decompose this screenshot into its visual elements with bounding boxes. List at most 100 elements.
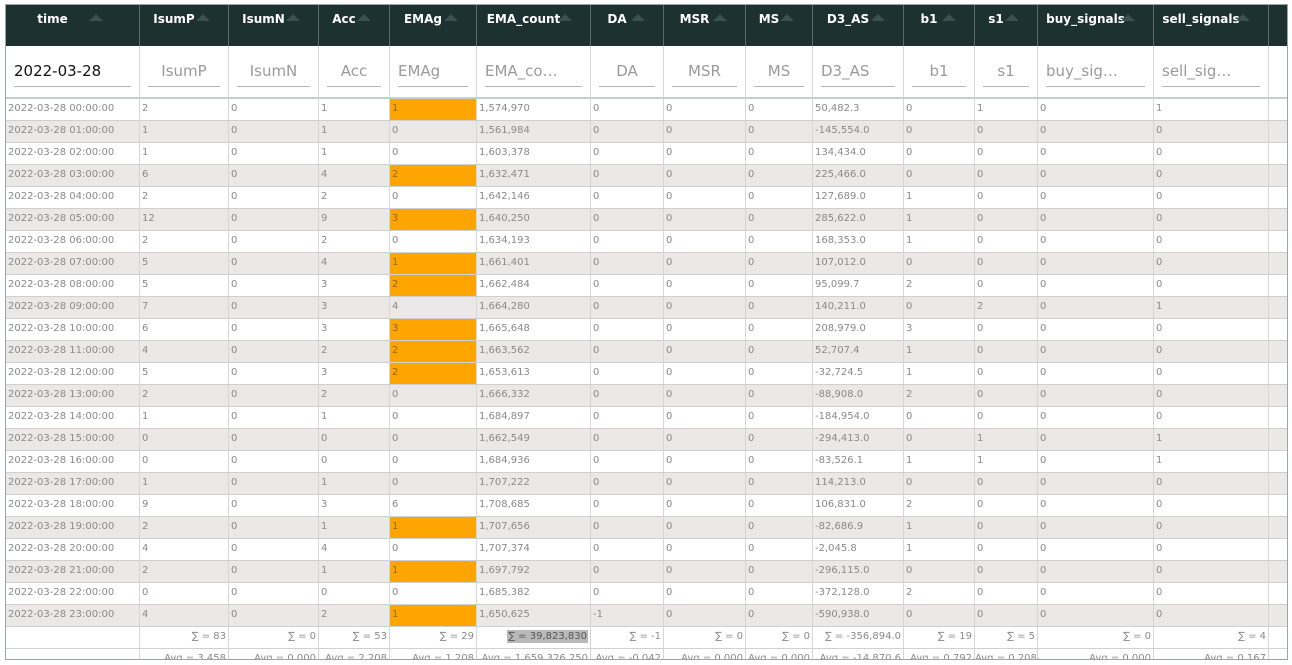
cell-MS[interactable]: 0 <box>746 231 813 252</box>
cell-Acc[interactable]: 1 <box>319 473 390 494</box>
cell-buy_signals[interactable]: 0 <box>1038 473 1154 494</box>
cell-MSR[interactable]: 0 <box>664 121 746 142</box>
cell-DA[interactable]: 0 <box>591 231 664 252</box>
cell-IsumP[interactable]: 2 <box>140 187 229 208</box>
cell-s1[interactable]: 1 <box>975 99 1038 120</box>
cell-Acc[interactable]: 3 <box>319 275 390 296</box>
cell-MSR[interactable]: 0 <box>664 187 746 208</box>
sort-arrow-icon[interactable] <box>871 14 885 21</box>
cell-sell_signals[interactable]: 1 <box>1154 99 1269 120</box>
cell-time[interactable]: 2022-03-28 08:00:00 <box>6 275 140 296</box>
cell-b1[interactable]: 1 <box>904 363 975 384</box>
cell-s1[interactable]: 0 <box>975 319 1038 340</box>
cell-IsumN[interactable]: 0 <box>229 253 319 274</box>
cell-EMAg[interactable]: 1 <box>390 561 477 582</box>
cell-buy_signals[interactable]: 0 <box>1038 451 1154 472</box>
cell-MS[interactable]: 0 <box>746 363 813 384</box>
filter-input-MSR[interactable] <box>672 56 737 87</box>
cell-EMA_count[interactable]: 1,574,970 <box>477 99 591 120</box>
cell-MSR[interactable]: 0 <box>664 517 746 538</box>
cell-EMA_count[interactable]: 1,634,193 <box>477 231 591 252</box>
cell-b1[interactable]: 0 <box>904 561 975 582</box>
cell-sell_signals[interactable]: 0 <box>1154 231 1269 252</box>
cell-EMAg[interactable]: 0 <box>390 187 477 208</box>
cell-b1[interactable]: 1 <box>904 539 975 560</box>
sort-arrow-icon[interactable] <box>196 14 210 21</box>
cell-sell_signals[interactable]: 0 <box>1154 605 1269 626</box>
cell-MSR[interactable]: 0 <box>664 473 746 494</box>
cell-time[interactable]: 2022-03-28 23:00:00 <box>6 605 140 626</box>
cell-EMA_count[interactable]: 1,707,222 <box>477 473 591 494</box>
cell-EMAg[interactable]: 0 <box>390 583 477 604</box>
cell-Acc[interactable]: 1 <box>319 99 390 120</box>
cell-D3_AS[interactable]: 285,622.0 <box>813 209 904 230</box>
cell-MSR[interactable]: 0 <box>664 319 746 340</box>
cell-buy_signals[interactable]: 0 <box>1038 275 1154 296</box>
cell-IsumP[interactable]: 2 <box>140 517 229 538</box>
cell-DA[interactable]: 0 <box>591 363 664 384</box>
cell-time[interactable]: 2022-03-28 07:00:00 <box>6 253 140 274</box>
cell-EMA_count[interactable]: 1,650,625 <box>477 605 591 626</box>
cell-EMA_count[interactable]: 1,663,562 <box>477 341 591 362</box>
cell-time[interactable]: 2022-03-28 17:00:00 <box>6 473 140 494</box>
cell-D3_AS[interactable]: 134,434.0 <box>813 143 904 164</box>
cell-sell_signals[interactable]: 0 <box>1154 253 1269 274</box>
filter-input-b1[interactable] <box>912 56 966 87</box>
cell-b1[interactable]: 1 <box>904 517 975 538</box>
cell-MSR[interactable]: 0 <box>664 231 746 252</box>
cell-EMA_count[interactable]: 1,685,382 <box>477 583 591 604</box>
cell-b1[interactable]: 0 <box>904 121 975 142</box>
cell-Acc[interactable]: 4 <box>319 253 390 274</box>
cell-D3_AS[interactable]: -590,938.0 <box>813 605 904 626</box>
filter-input-buy_signals[interactable] <box>1046 56 1145 87</box>
cell-IsumN[interactable]: 0 <box>229 539 319 560</box>
cell-Acc[interactable]: 3 <box>319 495 390 516</box>
cell-EMAg[interactable]: 0 <box>390 451 477 472</box>
column-header-b1[interactable]: b1 <box>904 5 975 46</box>
cell-MSR[interactable]: 0 <box>664 539 746 560</box>
column-header-MS[interactable]: MS <box>746 5 813 46</box>
cell-D3_AS[interactable]: -296,115.0 <box>813 561 904 582</box>
cell-D3_AS[interactable]: -32,724.5 <box>813 363 904 384</box>
cell-D3_AS[interactable]: -82,686.9 <box>813 517 904 538</box>
cell-IsumP[interactable]: 0 <box>140 583 229 604</box>
cell-EMA_count[interactable]: 1,666,332 <box>477 385 591 406</box>
cell-IsumN[interactable]: 0 <box>229 495 319 516</box>
cell-DA[interactable]: 0 <box>591 143 664 164</box>
cell-s1[interactable]: 0 <box>975 407 1038 428</box>
cell-sell_signals[interactable]: 0 <box>1154 385 1269 406</box>
cell-IsumN[interactable]: 0 <box>229 407 319 428</box>
cell-IsumP[interactable]: 0 <box>140 451 229 472</box>
sort-arrow-icon[interactable] <box>780 14 794 21</box>
cell-Acc[interactable]: 1 <box>319 561 390 582</box>
cell-time[interactable]: 2022-03-28 13:00:00 <box>6 385 140 406</box>
cell-DA[interactable]: 0 <box>591 583 664 604</box>
column-header-s1[interactable]: s1 <box>975 5 1038 46</box>
cell-MS[interactable]: 0 <box>746 297 813 318</box>
cell-IsumP[interactable]: 12 <box>140 209 229 230</box>
cell-time[interactable]: 2022-03-28 05:00:00 <box>6 209 140 230</box>
cell-MSR[interactable]: 0 <box>664 429 746 450</box>
cell-sell_signals[interactable]: 0 <box>1154 473 1269 494</box>
cell-EMA_count[interactable]: 1,665,648 <box>477 319 591 340</box>
cell-DA[interactable]: -1 <box>591 605 664 626</box>
cell-EMAg[interactable]: 0 <box>390 407 477 428</box>
cell-b1[interactable]: 2 <box>904 275 975 296</box>
cell-s1[interactable]: 0 <box>975 473 1038 494</box>
cell-MSR[interactable]: 0 <box>664 275 746 296</box>
sort-arrow-icon[interactable] <box>1005 14 1019 21</box>
column-header-buy_signals[interactable]: buy_signals <box>1038 5 1154 46</box>
cell-sell_signals[interactable]: 1 <box>1154 297 1269 318</box>
cell-buy_signals[interactable]: 0 <box>1038 429 1154 450</box>
filter-input-D3_AS[interactable] <box>821 56 895 87</box>
cell-IsumP[interactable]: 2 <box>140 99 229 120</box>
cell-IsumN[interactable]: 0 <box>229 275 319 296</box>
cell-D3_AS[interactable]: -2,045.8 <box>813 539 904 560</box>
filter-input-s1[interactable] <box>983 56 1029 87</box>
cell-MSR[interactable]: 0 <box>664 407 746 428</box>
sort-arrow-icon[interactable] <box>558 14 572 21</box>
cell-sell_signals[interactable]: 0 <box>1154 209 1269 230</box>
cell-D3_AS[interactable]: -145,554.0 <box>813 121 904 142</box>
cell-EMAg[interactable]: 2 <box>390 341 477 362</box>
cell-D3_AS[interactable]: -372,128.0 <box>813 583 904 604</box>
